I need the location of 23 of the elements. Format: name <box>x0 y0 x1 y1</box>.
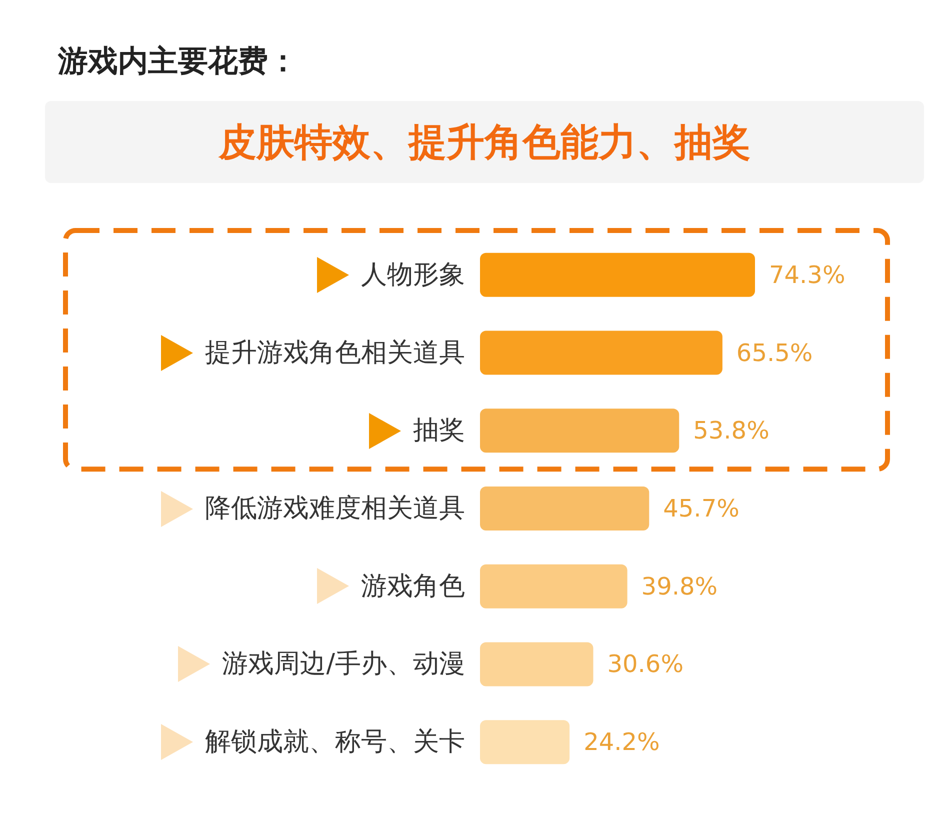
bar <box>480 408 680 453</box>
data-label: 65.5% <box>736 338 813 367</box>
data-label: 30.6% <box>607 650 684 678</box>
bar <box>480 642 594 686</box>
y-tick-label: 人物形象 <box>361 260 465 290</box>
bar <box>480 252 755 297</box>
y-tick-label: 抽奖 <box>413 416 465 446</box>
y-tick-label: 游戏角色 <box>361 571 465 602</box>
chart-subtitle: 皮肤特效、提升角色能力、抽奖 <box>218 119 750 166</box>
data-label: 74.3% <box>769 260 846 289</box>
data-label: 45.7% <box>663 494 740 522</box>
data-label: 53.8% <box>693 416 770 445</box>
text: 游戏内主要花费： <box>58 43 298 81</box>
y-tick-label: 降低游戏难度相关道具 <box>205 494 465 524</box>
bar <box>480 486 650 530</box>
data-label: 39.8% <box>641 572 718 600</box>
data-label: 24.2% <box>584 728 660 756</box>
bar <box>480 564 628 608</box>
y-tick-label: 游戏周边/手办、动漫 <box>222 649 465 680</box>
bar <box>480 720 570 764</box>
y-tick-label: 提升游戏角色相关道具 <box>205 338 465 368</box>
bar <box>480 330 722 375</box>
y-tick-label: 解锁成就、称号、关卡 <box>205 727 465 758</box>
